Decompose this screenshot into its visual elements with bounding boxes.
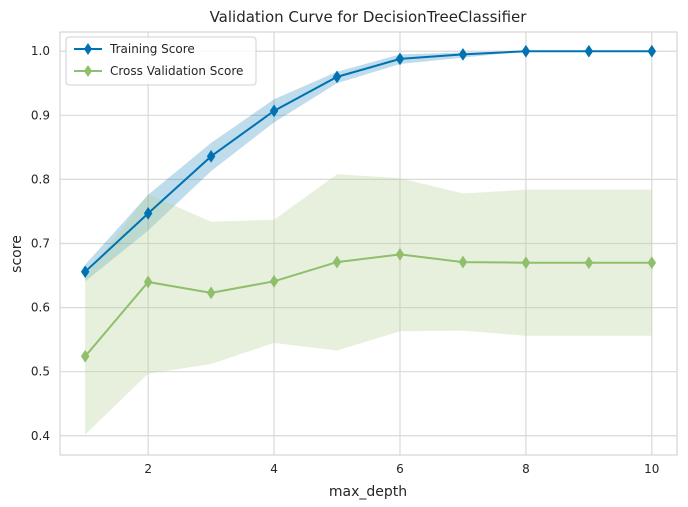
- x-tick-label: 4: [270, 462, 278, 476]
- chart-title: Validation Curve for DecisionTreeClassif…: [210, 8, 528, 26]
- data-point: [143, 275, 153, 289]
- data-point: [647, 256, 657, 270]
- legend-label: Cross Validation Score: [110, 64, 243, 78]
- y-tick-label: 0.5: [31, 365, 50, 379]
- y-tick-label: 0.8: [31, 172, 50, 186]
- confidence-band: [85, 174, 652, 435]
- x-axis-ticks: 2 4 6 8 10: [144, 462, 659, 476]
- data-point: [395, 52, 405, 66]
- y-tick-label: 0.9: [31, 108, 50, 122]
- data-point: [521, 44, 531, 58]
- x-tick-label: 10: [644, 462, 659, 476]
- data-point: [584, 256, 594, 270]
- legend-marker: [84, 65, 92, 77]
- data-point: [269, 104, 279, 118]
- data-point: [458, 255, 468, 269]
- x-tick-label: 2: [144, 462, 152, 476]
- data-point: [206, 286, 216, 300]
- x-axis-label: max_depth: [329, 484, 407, 500]
- y-tick-label: 0.4: [31, 429, 50, 443]
- legend-box: [65, 36, 257, 86]
- y-tick-label: 1.0: [31, 44, 50, 58]
- data-point: [143, 206, 153, 220]
- data-point: [395, 247, 405, 261]
- data-point: [80, 349, 90, 363]
- data-point: [206, 149, 216, 163]
- x-tick-label: 6: [396, 462, 404, 476]
- y-axis-label: score: [9, 235, 25, 273]
- data-point: [521, 256, 531, 270]
- data-point: [332, 70, 342, 84]
- data-point: [647, 44, 657, 58]
- legend: Training Score Cross Validation Score: [65, 36, 257, 86]
- legend-label: Training Score: [109, 42, 195, 56]
- grid-lines: [60, 32, 677, 455]
- series-line: [84, 50, 652, 273]
- x-tick-label: 8: [522, 462, 530, 476]
- confidence-bands: [85, 51, 652, 435]
- data-point: [80, 265, 90, 279]
- series-markers: [80, 44, 657, 363]
- y-tick-label: 0.7: [31, 237, 50, 251]
- series-lines: [84, 50, 652, 357]
- y-axis-ticks: 0.4 0.5 0.6 0.7 0.8 0.9 1.0: [31, 44, 50, 443]
- series-line: [84, 253, 652, 357]
- y-tick-label: 0.6: [31, 301, 50, 315]
- data-point: [332, 255, 342, 269]
- data-point: [458, 47, 468, 61]
- data-point: [584, 44, 594, 58]
- data-point: [269, 274, 279, 288]
- legend-marker: [84, 43, 92, 55]
- confidence-band: [85, 51, 652, 282]
